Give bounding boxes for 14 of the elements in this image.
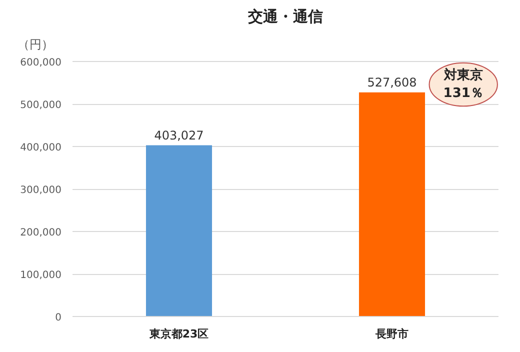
y-tick-label: 600,000 [20,58,62,69]
y-tick-label: 500,000 [20,100,62,112]
y-tick-label: 200,000 [20,228,62,239]
y-tick-label: 400,000 [20,142,62,154]
y-tick-label: 100,000 [20,270,62,282]
data-label: 527,608 [367,75,417,90]
annotation: 対東京 131％ [442,67,484,102]
chart-title: 交通・通信 [247,8,323,26]
y-axis-title: （円） [18,38,54,52]
x-tick-label: 東京都23区 [148,328,209,340]
x-tick-label: 長野市 [374,328,408,340]
y-tick-label: 0 [55,312,62,324]
data-label: 403,027 [154,128,204,142]
y-tick-label: 300,000 [20,185,62,196]
